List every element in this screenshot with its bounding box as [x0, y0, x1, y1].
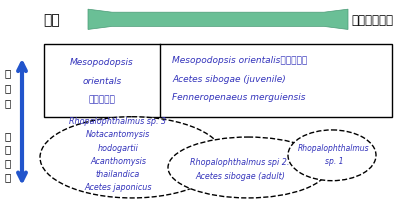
Text: Acetes sibogae (juvenile): Acetes sibogae (juvenile)	[172, 74, 286, 83]
Text: 帯: 帯	[5, 171, 11, 181]
Text: Rhopalophthalmus sp. 3: Rhopalophthalmus sp. 3	[70, 117, 166, 126]
Text: 汽水河川上流: 汽水河川上流	[351, 14, 393, 27]
Text: 海域: 海域	[44, 13, 60, 27]
Text: orientals: orientals	[82, 76, 122, 85]
Text: Acanthomysis: Acanthomysis	[90, 156, 146, 165]
Text: 潮: 潮	[5, 68, 11, 78]
Text: thailandica: thailandica	[96, 169, 140, 178]
Text: hodogartii: hodogartii	[98, 143, 138, 152]
Text: sp. 1: sp. 1	[325, 156, 343, 165]
Text: Notacantomysis: Notacantomysis	[86, 130, 150, 139]
Text: Acetes japonicus: Acetes japonicus	[84, 182, 152, 191]
Text: Mesopodopsis: Mesopodopsis	[70, 58, 134, 67]
Text: 潮: 潮	[5, 144, 11, 154]
Ellipse shape	[168, 137, 328, 198]
Text: Rhopalophthalmus: Rhopalophthalmus	[298, 143, 370, 152]
Text: 間: 間	[5, 83, 11, 93]
Text: 間: 間	[5, 157, 11, 167]
Polygon shape	[88, 10, 348, 30]
Text: （海域型）: （海域型）	[88, 95, 116, 103]
Bar	[44, 44, 392, 117]
Text: Fenneropenaeus merguiensis: Fenneropenaeus merguiensis	[172, 93, 306, 101]
Text: Acetes sibogae (adult): Acetes sibogae (adult)	[195, 171, 285, 180]
Ellipse shape	[40, 117, 224, 198]
Text: Rhopalophthalmus spi 2.: Rhopalophthalmus spi 2.	[190, 157, 290, 166]
Text: 帯: 帯	[5, 98, 11, 108]
Text: 亜: 亜	[5, 130, 11, 140]
Text: Mesopodopsis orientalis（汽水型）: Mesopodopsis orientalis（汽水型）	[172, 56, 307, 65]
Ellipse shape	[288, 130, 376, 181]
